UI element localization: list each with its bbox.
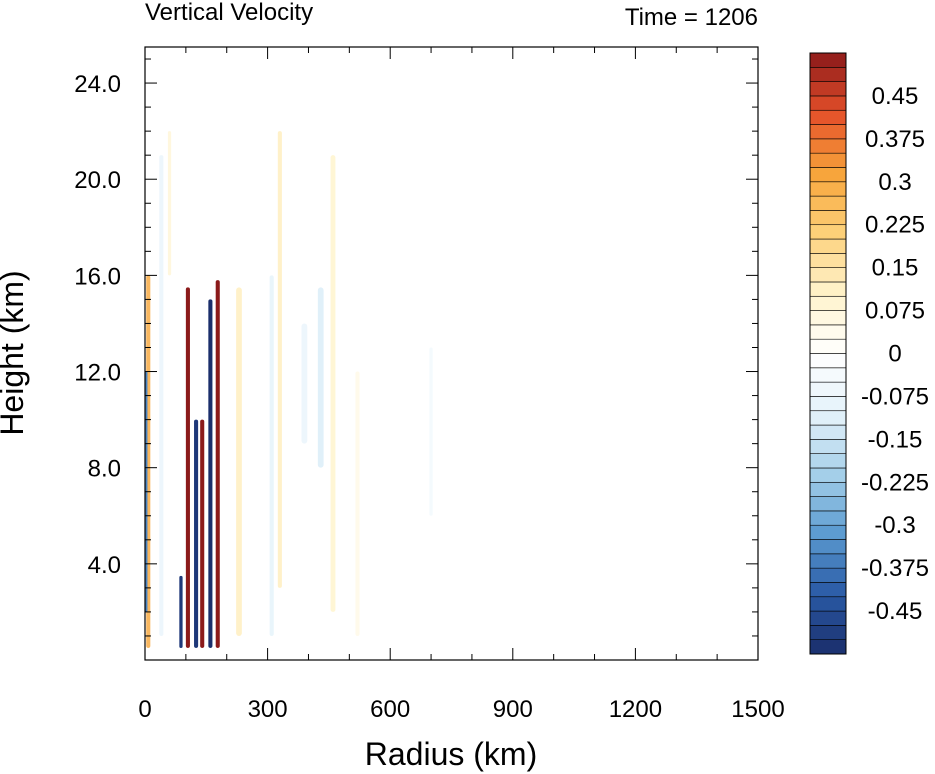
colorbar-bin	[809, 81, 847, 97]
x-tick-label: 0	[138, 696, 151, 723]
velocity-feature	[317, 287, 324, 468]
velocity-feature	[185, 287, 190, 648]
colorbar-bin	[809, 396, 847, 412]
colorbar-bin	[809, 52, 847, 68]
colorbar-bin	[809, 67, 847, 82]
colorbar-bin	[809, 381, 847, 397]
colorbar-bin	[809, 338, 847, 354]
colorbar-label: -0.075	[861, 383, 929, 410]
y-axis-label: Height (km)	[0, 270, 30, 435]
colorbar-bin	[809, 367, 847, 383]
velocity-feature	[269, 275, 274, 636]
colorbar-bin	[809, 281, 847, 297]
colorbar-label: 0.15	[872, 255, 919, 282]
y-tick-label: 12.0	[74, 360, 121, 387]
y-tick-label: 24.0	[74, 71, 121, 98]
colorbar-bin	[809, 152, 847, 168]
colorbar-bin	[809, 467, 847, 483]
velocity-feature	[330, 155, 336, 612]
colorbar-label: -0.45	[868, 598, 923, 625]
colorbar-label: -0.3	[874, 512, 915, 539]
chart-time-label: Time = 1206	[625, 4, 758, 31]
field-layer	[145, 131, 433, 648]
x-axis: 0 300 600 900 1200 1500	[138, 47, 785, 723]
y-axis: 4.0 8.0 12.0 16.0 20.0 24.0	[74, 58, 758, 637]
y-tick-label: 20.0	[74, 167, 121, 194]
colorbar-bin	[809, 95, 847, 111]
colorbar-bin	[809, 582, 847, 598]
velocity-feature	[215, 280, 220, 648]
x-tick-label: 300	[248, 696, 288, 723]
velocity-feature	[301, 323, 308, 444]
colorbar-label: 0.3	[878, 169, 911, 196]
colorbar-bin	[809, 310, 847, 326]
colorbar-bin	[809, 267, 847, 283]
x-tick-label: 600	[370, 696, 410, 723]
colorbar-bin	[809, 524, 847, 540]
colorbar-bin	[809, 453, 847, 469]
velocity-feature	[429, 347, 433, 516]
velocity-feature	[179, 575, 183, 648]
colorbar-bin	[809, 510, 847, 526]
colorbar-bin	[809, 109, 847, 125]
colorbar-frame	[809, 52, 847, 655]
colorbar-bin	[809, 567, 847, 583]
velocity-feature	[208, 299, 213, 648]
colorbar-bin	[809, 481, 847, 497]
plot-area	[144, 46, 759, 661]
colorbar-bin	[809, 295, 847, 311]
colorbar-label: 0	[888, 341, 901, 368]
colorbar-label: 0.225	[865, 212, 925, 239]
colorbar-bin	[809, 553, 847, 569]
colorbar: 0.45 0.375 0.3 0.225 0.15 0.075 0 -0.075 -0.15 -0…	[809, 52, 929, 655]
y-tick-label: 16.0	[74, 263, 121, 290]
colorbar-label: -0.225	[861, 469, 929, 496]
colorbar-label: -0.375	[861, 555, 929, 582]
velocity-feature	[194, 419, 199, 648]
colorbar-label: 0.45	[872, 83, 919, 110]
colorbar-bin	[809, 238, 847, 254]
colorbar-bin	[809, 439, 847, 454]
x-tick-label: 1500	[731, 696, 784, 723]
velocity-feature	[200, 419, 205, 648]
velocity-feature	[167, 131, 172, 276]
colorbar-bin	[809, 124, 847, 140]
colorbar-bin	[809, 496, 847, 512]
velocity-feature	[355, 371, 360, 636]
plot-frame	[144, 46, 759, 661]
velocity-feature	[277, 131, 282, 588]
y-tick-label: 4.0	[88, 552, 121, 579]
chart-title: Vertical Velocity	[145, 0, 313, 26]
colorbar-bin	[809, 625, 847, 640]
colorbar-bin	[809, 424, 847, 440]
plot-background	[145, 47, 758, 660]
colorbar-bin	[809, 596, 847, 612]
colorbar-label: -0.15	[868, 426, 923, 453]
colorbar-label: 0.075	[865, 298, 925, 325]
colorbar-bin	[809, 210, 847, 226]
colorbar-bin	[809, 138, 847, 154]
velocity-feature	[159, 155, 164, 636]
x-tick-label: 1200	[609, 696, 662, 723]
colorbar-bin	[809, 224, 847, 240]
colorbar-bin	[809, 253, 847, 268]
colorbar-bin	[809, 181, 847, 197]
x-tick-label: 900	[493, 696, 533, 723]
colorbar-bin	[809, 324, 847, 340]
colorbar-bin	[809, 167, 847, 183]
y-tick-label: 8.0	[88, 456, 121, 483]
x-axis-label: Radius (km)	[365, 736, 537, 772]
colorbar-bin	[809, 410, 847, 426]
colorbar-label: 0.375	[865, 126, 925, 153]
colorbar-bin	[809, 639, 847, 655]
colorbar-bin	[809, 353, 847, 369]
velocity-feature	[236, 287, 242, 636]
colorbar-bin	[809, 610, 847, 626]
colorbar-bin	[809, 539, 847, 555]
colorbar-bin	[809, 195, 847, 211]
